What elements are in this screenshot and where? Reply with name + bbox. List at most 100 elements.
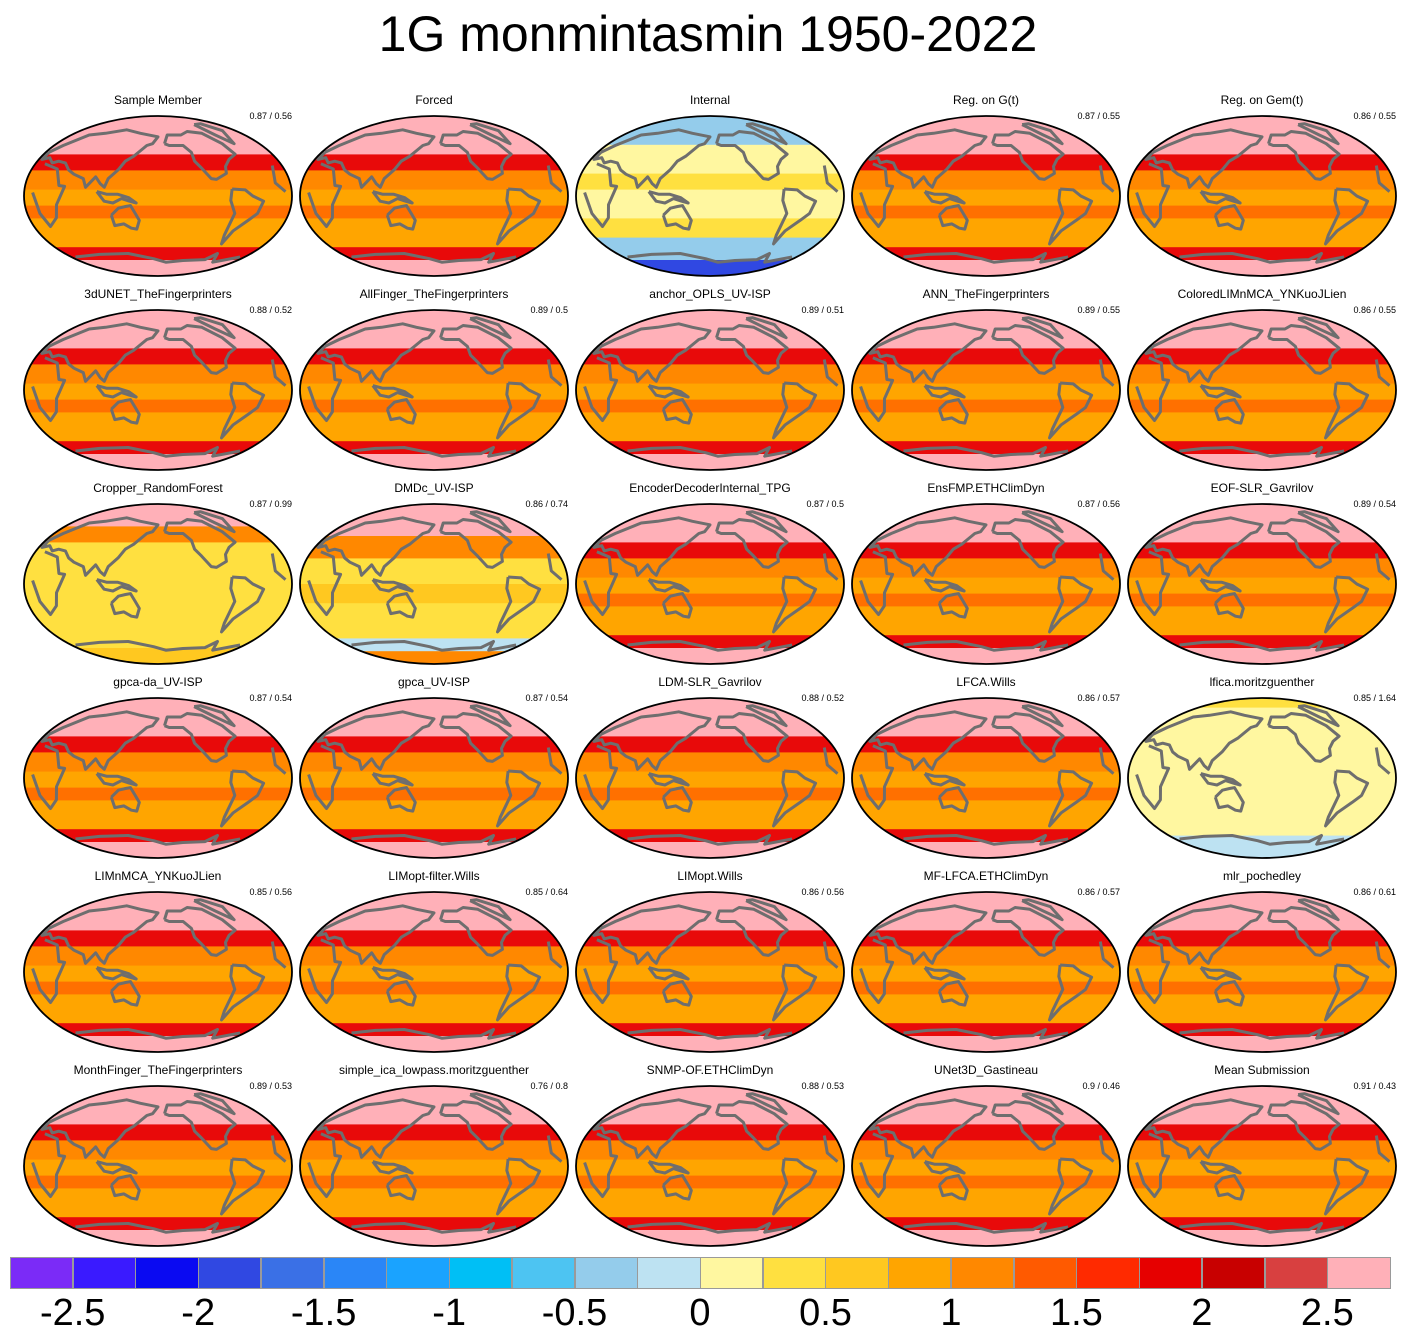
map-panel: AllFinger_TheFingerprinters 0.89 / 0.5 bbox=[296, 286, 572, 480]
panel-title: MonthFinger_TheFingerprinters bbox=[73, 1063, 243, 1077]
map-panel: LIMopt.Wills 0.86 / 0.56 bbox=[572, 868, 848, 1062]
coastline-greenland bbox=[1297, 898, 1340, 922]
coastline-antarctica bbox=[75, 834, 241, 846]
coastline-antarctica bbox=[351, 1028, 517, 1040]
map-outline bbox=[299, 1085, 569, 1247]
field-band bbox=[300, 454, 568, 470]
field-band bbox=[300, 504, 568, 537]
coastline-south-america bbox=[1324, 769, 1370, 828]
coastline-maritime bbox=[371, 578, 414, 593]
coastline-south-america bbox=[772, 963, 818, 1022]
panel-title: mlr_pochedley bbox=[1222, 869, 1302, 883]
field-band bbox=[300, 205, 568, 219]
field-band bbox=[300, 965, 568, 983]
coastline-eurasia bbox=[316, 710, 436, 771]
field-band bbox=[24, 189, 292, 207]
coastline-antarctica bbox=[627, 1028, 793, 1040]
coastline-north-america bbox=[991, 518, 1065, 569]
field-band bbox=[1128, 1175, 1396, 1189]
coastline-south-america bbox=[1048, 769, 1094, 828]
map-outline bbox=[1127, 1085, 1397, 1247]
field-band bbox=[852, 1023, 1120, 1037]
field-band bbox=[852, 260, 1120, 276]
coastline-north-america bbox=[1267, 130, 1341, 181]
coastline-eurasia bbox=[316, 904, 436, 965]
coastline-antarctica bbox=[351, 1222, 517, 1234]
coastline-australia bbox=[109, 786, 141, 813]
map-svg bbox=[851, 503, 1121, 665]
panel-title: simple_ica_lowpass.moritzguenther bbox=[338, 1063, 530, 1077]
map-svg bbox=[299, 891, 569, 1053]
coastline-africa bbox=[859, 356, 1115, 422]
colorbar-box bbox=[762, 1257, 827, 1289]
panel-title: Reg. on G(t) bbox=[952, 93, 1020, 107]
map-svg bbox=[851, 891, 1121, 1053]
coastline-greenland bbox=[1021, 898, 1064, 922]
map-panel: Cropper_RandomForest 0.87 / 0.99 bbox=[20, 480, 296, 674]
colorbar-tick-label: 0 bbox=[689, 1292, 711, 1334]
field-band bbox=[852, 981, 1120, 995]
coastline-greenland bbox=[193, 122, 236, 146]
coastline-north-america bbox=[163, 712, 237, 763]
coastline-maritime bbox=[371, 190, 414, 205]
map-panel: LIMopt-filter.Wills 0.85 / 0.64 bbox=[296, 868, 572, 1062]
panel-stats: 0.89 / 0.5 bbox=[530, 305, 568, 315]
coastline-africa bbox=[1135, 744, 1391, 810]
coastline-antarctica bbox=[351, 834, 517, 846]
map-panel: Sample Member 0.87 / 0.56 bbox=[20, 92, 296, 286]
field-band bbox=[852, 1175, 1120, 1189]
panel-stats: 0.86 / 0.55 bbox=[1353, 111, 1396, 121]
coastline-north-america bbox=[1267, 518, 1341, 569]
coastline-north-america bbox=[439, 130, 513, 181]
field-band bbox=[852, 205, 1120, 219]
panel-title: ColoredLIMnMCA_YNKuoJLien bbox=[1177, 287, 1347, 301]
colorbar-tick-label: 2.5 bbox=[1300, 1292, 1354, 1334]
field-band bbox=[1128, 606, 1396, 636]
field-band bbox=[852, 800, 1120, 830]
field-band bbox=[300, 247, 568, 261]
coastline-eurasia bbox=[868, 516, 988, 577]
field-band bbox=[300, 787, 568, 801]
field-band bbox=[300, 1217, 568, 1231]
map-panel: lfica.moritzguenther 0.85 / 1.64 bbox=[1124, 674, 1400, 868]
colorbar-box bbox=[323, 1257, 387, 1289]
field-band bbox=[300, 1230, 568, 1246]
coastline-eurasia bbox=[868, 904, 988, 965]
field-band bbox=[852, 412, 1120, 442]
coastline-north-america bbox=[163, 518, 237, 569]
coastline-antarctica bbox=[75, 1222, 241, 1234]
coastline-greenland bbox=[1021, 122, 1064, 146]
field-band bbox=[24, 1175, 292, 1189]
field-band bbox=[852, 399, 1120, 413]
coastline-greenland bbox=[1297, 122, 1340, 146]
field-band bbox=[24, 829, 292, 843]
coastline-north-america bbox=[439, 906, 513, 957]
field-band bbox=[300, 383, 568, 401]
field-band bbox=[576, 965, 844, 983]
field-band bbox=[300, 994, 568, 1024]
map-outline bbox=[1127, 503, 1397, 665]
coastline-eurasia bbox=[868, 710, 988, 771]
coastline-australia bbox=[385, 980, 417, 1007]
panel-stats: 0.87 / 0.56 bbox=[249, 111, 292, 121]
coastline-maritime bbox=[95, 1160, 138, 1175]
field-band bbox=[1128, 635, 1396, 649]
coastline-south-america bbox=[220, 575, 266, 634]
coastline-greenland bbox=[1297, 316, 1340, 340]
panel-stats: 0.87 / 0.55 bbox=[1077, 111, 1120, 121]
field-band bbox=[852, 247, 1120, 261]
coastline-australia bbox=[109, 1174, 141, 1201]
field-band bbox=[852, 965, 1120, 983]
field-band bbox=[1128, 383, 1396, 401]
field-band bbox=[576, 1159, 844, 1177]
coastline-antarctica bbox=[627, 252, 793, 264]
field-band bbox=[24, 1023, 292, 1037]
colorbar-box bbox=[386, 1257, 450, 1289]
field-band bbox=[576, 144, 844, 175]
field-band bbox=[1128, 1036, 1396, 1052]
coastline-north-america bbox=[991, 906, 1065, 957]
field-band bbox=[1128, 698, 1396, 709]
coastline-australia bbox=[1213, 1174, 1245, 1201]
map-outline bbox=[851, 115, 1121, 277]
map-panel: Mean Submission 0.91 / 0.43 bbox=[1124, 1062, 1400, 1256]
